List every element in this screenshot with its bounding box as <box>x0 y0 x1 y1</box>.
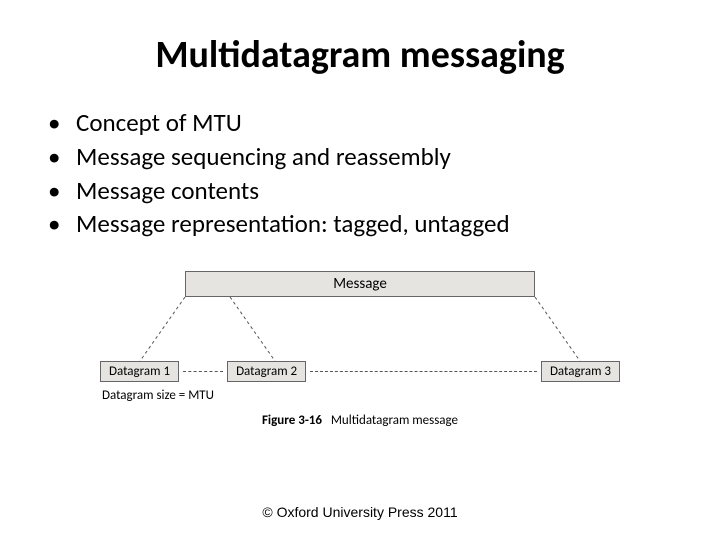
slide: Multidatagram messaging Concept of MTU M… <box>0 0 720 540</box>
bullet-item: Message representation: tagged, untagged <box>48 207 684 241</box>
dash-gap <box>310 371 537 372</box>
bullet-list: Concept of MTU Message sequencing and re… <box>48 106 684 241</box>
datagram-box-3: Datagram 3 <box>541 361 620 382</box>
datagram-row: Datagram 1 Datagram 2 Datagram 3 <box>100 361 620 382</box>
bullet-item: Concept of MTU <box>48 106 684 140</box>
footer-copyright: © Oxford University Press 2011 <box>0 504 720 520</box>
figure-caption: Figure 3-16 Multidatagram message <box>100 413 620 428</box>
connector-lines <box>100 297 620 361</box>
diagram: Message Datagram 1 Datagram 2 Datagram 3… <box>100 271 620 428</box>
datagram-size-label: Datagram size = MTU <box>100 388 620 403</box>
figure-title: Multidatagram message <box>331 413 458 428</box>
slide-title: Multidatagram messaging <box>36 32 684 78</box>
bullet-item: Message sequencing and reassembly <box>48 140 684 174</box>
dash-gap <box>183 371 223 372</box>
datagram-box-1: Datagram 1 <box>100 361 179 382</box>
datagram-box-2: Datagram 2 <box>227 361 306 382</box>
bullet-item: Message contents <box>48 174 684 208</box>
figure-number: Figure 3-16 <box>262 413 322 428</box>
message-box: Message <box>185 271 535 297</box>
